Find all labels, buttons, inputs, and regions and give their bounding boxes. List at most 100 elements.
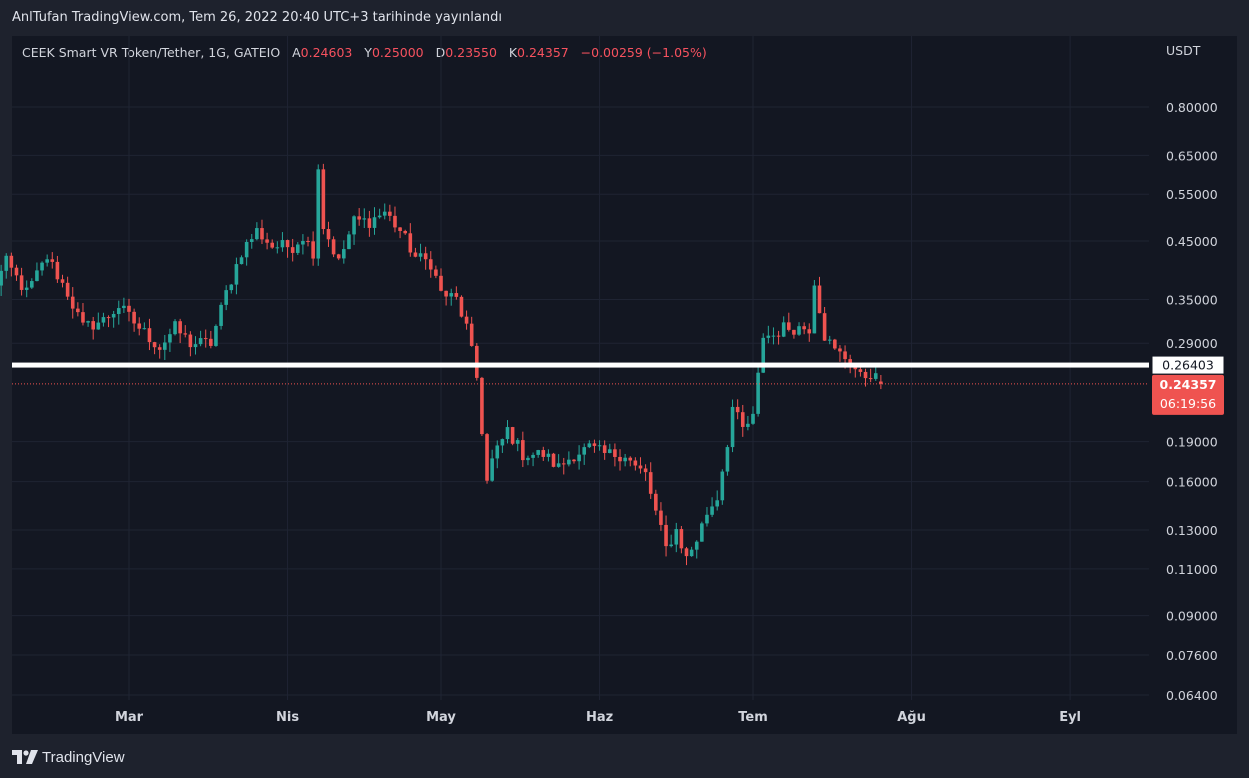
candle-body: [362, 218, 367, 220]
candle-body: [219, 304, 223, 326]
candle-body: [751, 413, 755, 424]
candle-body: [101, 317, 106, 323]
candle-body: [393, 215, 397, 228]
candle-body: [4, 255, 9, 271]
candle-body: [280, 240, 285, 248]
y-tick-label: 0.13000: [1166, 523, 1218, 538]
currency-label: USDT: [1166, 43, 1201, 58]
y-tick-label: 0.55000: [1166, 187, 1218, 202]
candle-body: [157, 347, 162, 350]
candle-body: [188, 334, 193, 348]
candle-body: [597, 445, 602, 447]
candle-body: [357, 216, 361, 220]
chart-panel[interactable]: [12, 36, 1237, 734]
y-tick-label: 0.35000: [1166, 292, 1218, 307]
candle-body: [613, 449, 617, 457]
candle-body: [475, 345, 479, 378]
candle-body: [694, 541, 699, 550]
candle-body: [14, 267, 19, 276]
candle-body: [116, 308, 121, 315]
candle-body: [526, 457, 530, 461]
candle-body: [515, 440, 520, 444]
candle-body: [301, 241, 305, 245]
candle-body: [290, 247, 295, 253]
candle-body: [756, 372, 760, 414]
candle-body: [19, 275, 24, 290]
candle-body: [434, 269, 438, 276]
candle-body: [398, 227, 402, 231]
open-label: A: [292, 45, 301, 60]
candle-body: [531, 454, 535, 458]
candle-body: [485, 434, 489, 481]
x-tick-label: Ağu: [897, 710, 926, 725]
candle-body: [331, 239, 336, 255]
y-tick-label: 0.80000: [1166, 100, 1218, 115]
candle-body: [316, 169, 321, 259]
candle-body: [444, 290, 448, 297]
candle-body: [454, 293, 459, 297]
candle-body: [163, 342, 167, 350]
candle-body: [469, 323, 474, 346]
x-tick-label: Nis: [276, 710, 299, 725]
candle-body: [618, 456, 622, 462]
candle-body: [679, 529, 684, 549]
candle-body: [60, 279, 65, 283]
candle-body: [495, 445, 500, 459]
candle-body: [45, 259, 49, 263]
candle-body: [91, 321, 95, 330]
high-label: Y: [364, 45, 372, 60]
candle-body: [746, 423, 750, 427]
candle-body: [423, 253, 428, 260]
candle-body: [65, 282, 70, 297]
candle-body: [224, 290, 228, 305]
published-info: AnlTufan TradingView.com, Tem 26, 2022 2…: [12, 10, 502, 25]
candle-body: [812, 285, 817, 334]
candle-body: [173, 321, 177, 335]
change-value: −0.00259 (−1.05%): [580, 45, 707, 60]
candle-body: [674, 529, 679, 545]
candle-body: [265, 239, 269, 243]
candle-body: [490, 458, 494, 481]
footer: TradingView: [12, 746, 125, 768]
candle-body: [541, 450, 546, 457]
close-value: 0.24357: [517, 45, 569, 60]
candle-body: [86, 321, 90, 323]
candle-body: [669, 544, 673, 547]
x-tick-label: Eyl: [1059, 710, 1081, 725]
candle-body: [577, 454, 581, 462]
candle-body: [244, 241, 249, 258]
candle-body: [628, 457, 633, 461]
candle-body: [556, 463, 561, 467]
candle-body: [193, 344, 198, 348]
candle-body: [464, 316, 469, 324]
candle-body: [582, 447, 587, 455]
candle-body: [40, 262, 44, 271]
high-value: 0.25000: [371, 45, 424, 60]
candle-body: [623, 457, 627, 462]
candle-body: [700, 523, 704, 542]
candle-body: [255, 228, 259, 240]
candlestick-chart[interactable]: 0.80000 0.65000 0.55000 0.45000 0.35000 0.290…: [0, 0, 1249, 740]
candle-body: [766, 335, 771, 338]
candle-body: [270, 242, 275, 248]
candle-body: [643, 468, 648, 473]
candle-body: [183, 333, 188, 335]
candle-body: [198, 338, 203, 345]
candle-body: [607, 449, 612, 453]
support-level-line: [12, 362, 1149, 368]
candle-body: [178, 321, 182, 334]
candle-body: [572, 459, 576, 462]
candle-body: [510, 427, 515, 444]
candle-body: [275, 247, 280, 249]
top-bar: AnlTufan TradingView.com, Tem 26, 2022 2…: [0, 0, 1249, 36]
candle-body: [408, 233, 413, 253]
candle-body: [868, 378, 873, 380]
candle-body: [822, 313, 827, 341]
candle-body: [214, 325, 218, 346]
candle-body: [321, 169, 326, 230]
candle-body: [781, 322, 786, 337]
x-tick-label: Haz: [586, 710, 613, 725]
candle-body: [147, 328, 152, 343]
tradingview-logo-icon: [12, 750, 38, 764]
candle-body: [500, 439, 505, 446]
